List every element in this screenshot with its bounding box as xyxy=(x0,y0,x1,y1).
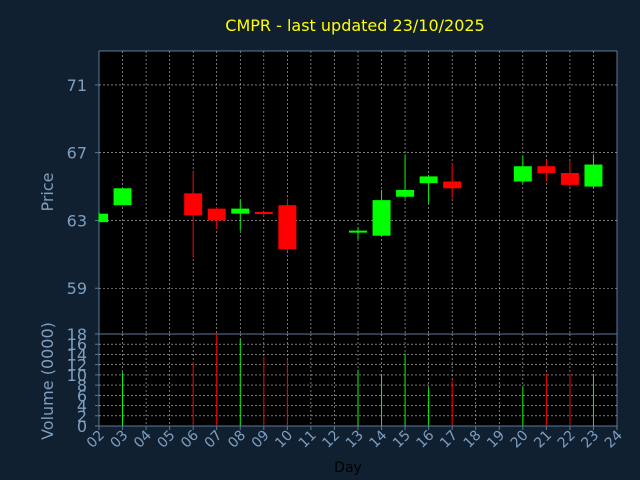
candle-body xyxy=(231,208,250,214)
volume-y-tick-label: 4 xyxy=(77,397,87,416)
volume-axis-label: Volume (0000) xyxy=(38,322,57,440)
x-tick-label: 22 xyxy=(555,428,579,452)
candle-body xyxy=(113,188,132,206)
candle-body xyxy=(537,166,556,174)
x-tick-label: 10 xyxy=(272,428,296,452)
x-tick-label: 11 xyxy=(296,428,320,452)
candle xyxy=(537,159,556,182)
candle xyxy=(98,211,108,223)
candle xyxy=(254,211,273,216)
price-panel: 59 63 67 71 Price xyxy=(38,50,618,335)
candle xyxy=(278,198,297,251)
x-tick-label: 24 xyxy=(602,427,626,451)
volume-y-tick-label: 6 xyxy=(77,386,87,405)
x-tick-label: 13 xyxy=(343,428,367,452)
candle-body xyxy=(349,230,367,233)
volume-y-tick-label: 18 xyxy=(67,325,87,344)
volume-y-tick-label: 16 xyxy=(67,335,87,354)
price-y-tick-label: 71 xyxy=(67,76,87,95)
candle xyxy=(584,154,603,189)
x-tick-label: 09 xyxy=(249,428,273,452)
volume-y-tick-label: 12 xyxy=(67,356,87,375)
x-tick-label: 19 xyxy=(484,428,508,452)
x-tick-label: 23 xyxy=(578,428,602,452)
x-tick-labels: 02 03 04 05 06 07 08 09 10 11 12 13 14 15 16 17 18 19 20 21… xyxy=(84,426,626,451)
candle-body xyxy=(584,164,603,187)
candle xyxy=(513,156,532,184)
volume-y-tick-label: 8 xyxy=(77,376,87,395)
candle-body xyxy=(443,181,462,189)
candle xyxy=(113,188,132,206)
x-tick-label: 02 xyxy=(84,428,108,452)
candles xyxy=(98,154,603,258)
candle xyxy=(349,227,367,240)
x-tick-label: 04 xyxy=(131,427,155,451)
candle-body xyxy=(419,176,438,184)
candle-body xyxy=(99,213,108,223)
volume-y-tick-label: 2 xyxy=(77,407,87,426)
candle-body xyxy=(513,166,532,182)
candle xyxy=(184,171,203,258)
x-tick-label: 21 xyxy=(531,428,555,452)
x-tick-label: 12 xyxy=(319,428,343,452)
candle-body xyxy=(207,208,226,221)
x-tick-label: 05 xyxy=(155,428,179,452)
candle-body xyxy=(372,200,391,236)
x-tick-label: 07 xyxy=(202,428,226,452)
price-y-tick-label: 67 xyxy=(67,144,87,163)
candle xyxy=(231,200,250,231)
chart-title: CMPR - last updated 23/10/2025 xyxy=(225,16,484,35)
volume-y-tick-label: 10 xyxy=(67,366,87,385)
candle-body xyxy=(184,193,203,216)
price-y-tick-label: 59 xyxy=(67,279,87,298)
x-tick-label: 17 xyxy=(437,428,461,452)
price-y-tick-labels: 59 63 67 71 xyxy=(67,76,87,298)
x-tick-label: 20 xyxy=(508,428,532,452)
x-tick-label: 16 xyxy=(414,427,438,451)
candle xyxy=(372,189,391,236)
price-axis-label: Price xyxy=(38,172,57,211)
candle xyxy=(396,154,415,199)
x-tick-label: 18 xyxy=(461,428,485,452)
candle xyxy=(443,162,462,199)
x-tick-label: 03 xyxy=(107,428,131,452)
price-y-tick-label: 63 xyxy=(67,211,87,230)
x-tick-label: 15 xyxy=(390,428,414,452)
candle-body xyxy=(396,189,415,197)
volume-bars xyxy=(122,334,594,426)
candle-body xyxy=(278,205,297,250)
volume-y-tick-label: 14 xyxy=(67,345,87,364)
candle xyxy=(560,161,579,187)
candle xyxy=(419,174,438,204)
candle xyxy=(207,206,226,229)
x-tick-label: 06 xyxy=(178,427,202,451)
candle-body xyxy=(254,211,273,214)
volume-y-tick-label: 0 xyxy=(77,417,87,436)
x-tick-label: 14 xyxy=(366,427,390,451)
x-axis-label: Day xyxy=(334,460,362,476)
candle-body xyxy=(560,173,579,185)
x-tick-label: 08 xyxy=(225,428,249,452)
